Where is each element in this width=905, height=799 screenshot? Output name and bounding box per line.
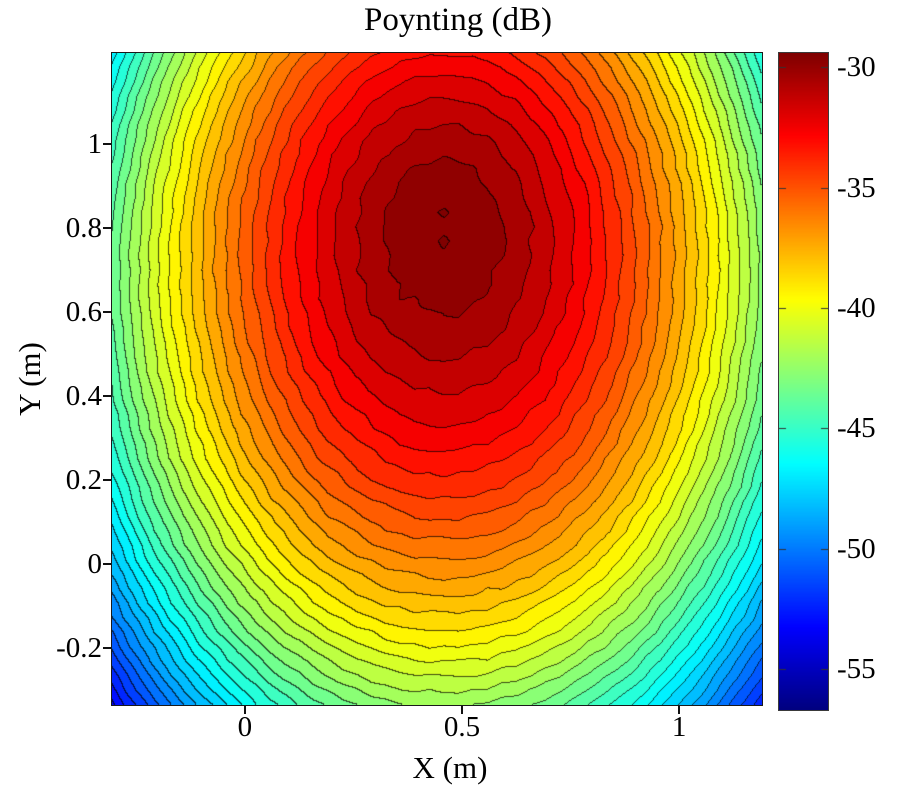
y-tick-mark	[103, 143, 111, 146]
y-tick-label: 1	[87, 128, 103, 161]
colorbar-tick-label: -40	[837, 292, 876, 325]
x-tick-label: 0	[237, 711, 253, 743]
chart-title: Poynting (dB)	[364, 2, 552, 38]
x-tick-mark	[678, 706, 681, 714]
y-tick-label: 0.8	[65, 212, 102, 245]
x-tick-mark	[243, 706, 246, 714]
y-tick-label: -0.2	[56, 631, 102, 664]
colorbar-tick-label: -50	[837, 532, 876, 565]
colorbar-canvas	[779, 53, 828, 710]
x-axis-label: X (m)	[412, 750, 488, 785]
x-tick-label: 0.5	[443, 711, 481, 743]
y-tick-mark	[103, 227, 111, 230]
y-tick-mark	[103, 395, 111, 397]
y-tick-label: 0	[87, 547, 103, 580]
y-tick-mark	[103, 646, 111, 649]
y-tick-label: 0.6	[65, 296, 102, 329]
colorbar	[778, 52, 829, 711]
contour-plot-area	[111, 52, 763, 706]
colorbar-tick-label: -35	[837, 171, 876, 204]
y-tick-label: 0.2	[65, 463, 102, 496]
y-tick-mark	[103, 311, 111, 314]
x-tick-mark	[460, 706, 463, 714]
colorbar-tick-label: -55	[837, 653, 876, 686]
colorbar-tick-label: -30	[837, 51, 876, 84]
y-tick-mark	[103, 478, 111, 481]
y-tick-mark	[103, 562, 111, 565]
colorbar-tick-label: -45	[837, 412, 876, 445]
contour-canvas	[112, 53, 762, 705]
y-tick-label: 0.4	[65, 380, 102, 412]
x-tick-label: 1	[671, 711, 687, 743]
